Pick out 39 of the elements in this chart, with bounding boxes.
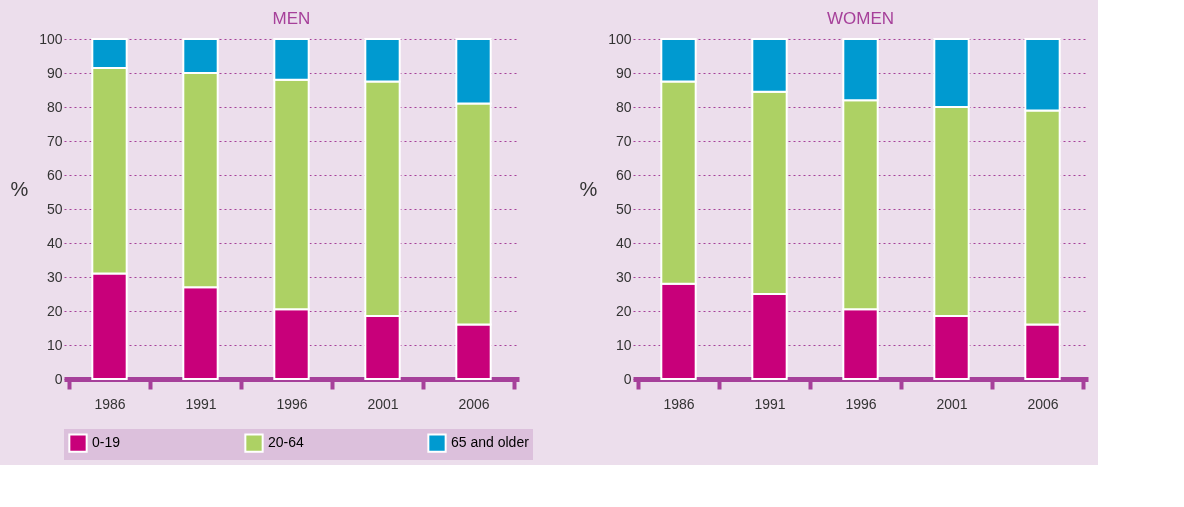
y-tick-label: 10	[615, 336, 632, 353]
y-tick-label: 20	[615, 302, 632, 319]
x-tick-label: 2001	[367, 395, 399, 412]
chart-title: MEN	[272, 9, 311, 28]
legend-label: 65 and older	[451, 434, 530, 451]
y-tick-label: 90	[46, 64, 63, 81]
y-tick-label: 60	[615, 166, 632, 183]
y-tick-label: 10	[46, 336, 63, 353]
y-tick-label: 90	[615, 64, 632, 81]
y-tick-label: 0	[623, 370, 632, 387]
y-tick-label: 40	[46, 234, 63, 251]
x-tick-label: 2006	[458, 395, 490, 412]
x-tick-label: 1986	[663, 395, 695, 412]
x-tick-label: 1996	[276, 395, 308, 412]
y-tick-label: 80	[46, 98, 63, 115]
y-tick-label: 70	[46, 132, 63, 149]
y-tick-label: 0	[54, 370, 63, 387]
y-tick-label: 20	[46, 302, 63, 319]
y-axis-title: %	[579, 177, 598, 200]
y-tick-label: 50	[615, 200, 632, 217]
y-tick-label: 50	[46, 200, 63, 217]
y-tick-label: 60	[46, 166, 63, 183]
legend-label: 0-19	[92, 434, 121, 451]
y-tick-label: 30	[615, 268, 632, 285]
chart-title: WOMEN	[826, 9, 895, 28]
x-tick-label: 2001	[936, 395, 968, 412]
y-tick-label: 100	[608, 30, 632, 47]
x-tick-label: 1991	[185, 395, 217, 412]
x-tick-label: 1996	[845, 395, 877, 412]
x-tick-label: 1991	[754, 395, 786, 412]
y-tick-label: 80	[615, 98, 632, 115]
legend-label: 20-64	[268, 434, 305, 451]
y-axis-title: %	[10, 177, 29, 200]
y-tick-label: 100	[39, 30, 63, 47]
y-tick-label: 40	[615, 234, 632, 251]
x-tick-label: 1986	[94, 395, 126, 412]
y-tick-label: 30	[46, 268, 63, 285]
x-tick-label: 2006	[1027, 395, 1059, 412]
y-tick-label: 70	[615, 132, 632, 149]
